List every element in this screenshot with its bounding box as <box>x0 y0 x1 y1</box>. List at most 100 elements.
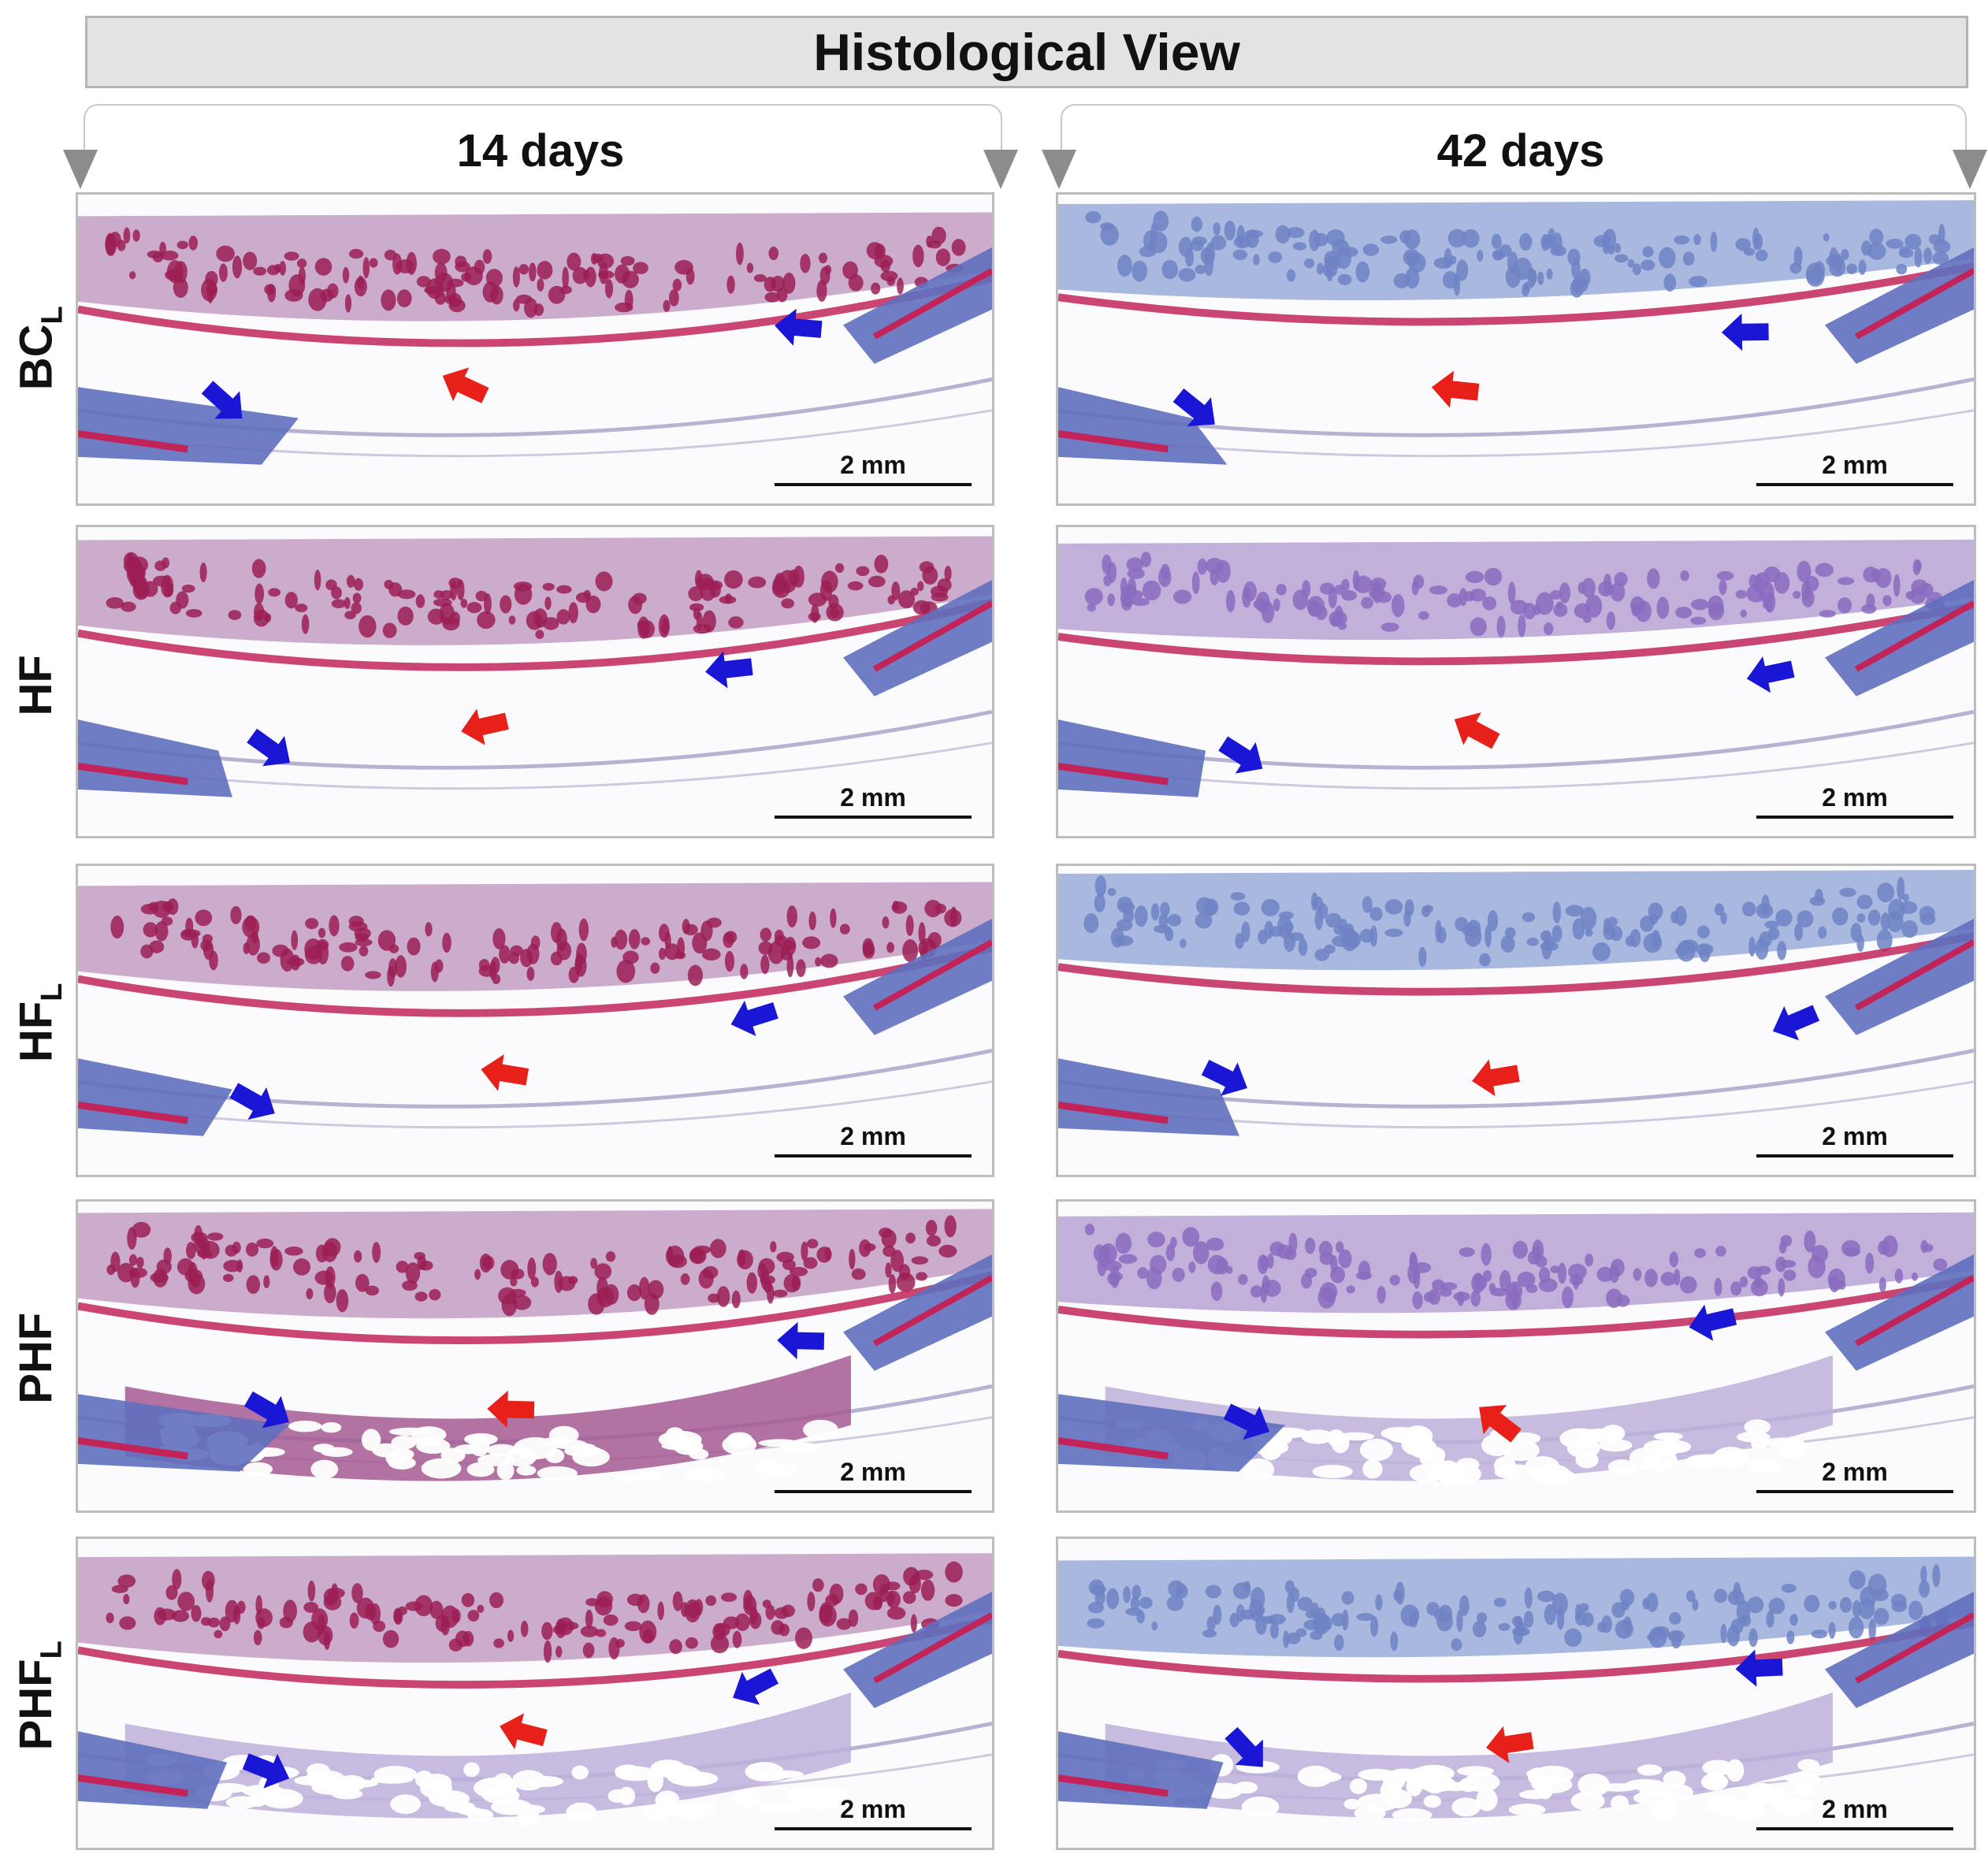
scale-bar-line <box>1756 483 1953 486</box>
blue-arrow-icon <box>229 1083 275 1120</box>
tissue-section-image <box>1058 1212 1974 1487</box>
tissue-section-image <box>78 1553 992 1826</box>
arrowhead-down-icon <box>983 150 1018 189</box>
scale-bar-line <box>775 816 972 819</box>
arrowhead-down-icon <box>1953 150 1987 189</box>
scale-bar-label: 2 mm <box>840 783 906 812</box>
tissue-section-image <box>1058 200 1974 465</box>
scale-bar: 2 mm <box>1756 1458 1953 1493</box>
scale-bar: 2 mm <box>775 1122 972 1157</box>
tissue-section-image <box>78 536 992 797</box>
scale-bar-label: 2 mm <box>1822 451 1888 479</box>
histology-panel-14d-row3: 2 mm <box>76 864 994 1177</box>
blue-arrow-icon <box>242 1753 290 1789</box>
scale-bar: 2 mm <box>775 783 972 819</box>
red-arrow-icon <box>1479 1404 1522 1443</box>
blue-arrow-icon <box>1218 736 1263 774</box>
scale-bar: 2 mm <box>1756 783 1953 819</box>
tissue-section-image <box>1058 870 1974 1136</box>
row-label-text: HF <box>10 655 62 716</box>
scale-bar-line <box>1756 1490 1953 1493</box>
histology-panel-14d-row2: 2 mm <box>76 525 994 838</box>
figure-title: Histological View <box>813 23 1240 81</box>
scale-bar-label: 2 mm <box>840 451 906 479</box>
scale-bar: 2 mm <box>775 451 972 486</box>
figure-title-banner: Histological View <box>85 16 1968 88</box>
scale-bar-label: 2 mm <box>840 1122 906 1150</box>
scale-bar: 2 mm <box>1756 1122 1953 1157</box>
red-arrow-icon <box>442 367 489 403</box>
tissue-section-image <box>78 882 992 1136</box>
scale-bar-label: 2 mm <box>1822 1795 1888 1823</box>
scale-bar-line <box>775 1154 972 1157</box>
row-label-subscript: L <box>35 983 69 1001</box>
blue-arrow-icon <box>1689 1304 1737 1341</box>
blue-arrow-icon <box>247 728 290 767</box>
arrowhead-down-icon <box>63 150 98 189</box>
blue-arrow-icon <box>1201 1059 1248 1096</box>
column-bracket-14-days <box>84 104 1002 151</box>
histology-panel-42d-row1: 2 mm <box>1056 192 1976 506</box>
histology-panel-14d-row1: 2 mm <box>76 192 994 506</box>
scale-bar-label: 2 mm <box>840 1795 906 1823</box>
row-label-text: PHF <box>10 1659 62 1751</box>
scale-bar-line <box>1756 1154 1953 1157</box>
red-arrow-icon <box>1454 712 1500 749</box>
row-label-text: HF <box>10 1001 62 1063</box>
blue-arrow-icon <box>777 1321 825 1360</box>
histology-panel-14d-row4: 2 mm <box>76 1199 994 1513</box>
blue-arrow-icon <box>1172 388 1215 426</box>
scale-bar-line <box>775 483 972 486</box>
histology-panel-42d-row2: 2 mm <box>1056 525 1976 838</box>
scale-bar-line <box>775 1490 972 1493</box>
column-bracket-42-days <box>1061 104 1967 151</box>
column-title-14-days: 14 days <box>456 125 625 176</box>
scale-bar-line <box>1756 816 1953 819</box>
blue-arrow-icon <box>1772 1005 1820 1041</box>
blue-arrow-icon <box>243 1391 289 1429</box>
column-title-42-days: 42 days <box>1436 125 1605 176</box>
tissue-section-image <box>1058 539 1974 797</box>
blue-arrow-icon <box>201 381 243 419</box>
blue-arrow-icon <box>1746 656 1795 693</box>
row-label-text: PHF <box>10 1313 62 1404</box>
red-arrow-icon <box>1431 370 1480 408</box>
red-arrow-icon <box>481 1054 530 1091</box>
row-label-bcl: BCL <box>0 191 79 506</box>
histology-panel-42d-row3: 2 mm <box>1056 864 1976 1177</box>
scale-bar-label: 2 mm <box>1822 783 1888 812</box>
row-label-subscript: L <box>35 306 69 325</box>
scale-bar: 2 mm <box>775 1458 972 1493</box>
scale-bar: 2 mm <box>775 1795 972 1830</box>
row-label-phf: PHF <box>0 1201 79 1516</box>
scale-bar-label: 2 mm <box>1822 1122 1888 1150</box>
scale-bar-label: 2 mm <box>840 1458 906 1486</box>
histology-panel-14d-row5: 2 mm <box>76 1536 994 1850</box>
row-label-phfl: PHFL <box>0 1538 79 1853</box>
blue-arrow-icon <box>775 308 823 346</box>
red-arrow-icon <box>487 1390 535 1429</box>
red-arrow-icon <box>500 1713 548 1750</box>
row-label-hfl: HFL <box>0 865 79 1180</box>
tissue-section-image <box>78 212 992 465</box>
blue-arrow-icon <box>1721 313 1769 351</box>
arrowhead-down-icon <box>1042 150 1076 189</box>
scale-bar: 2 mm <box>1756 1795 1953 1830</box>
blue-arrow-icon <box>1735 1649 1783 1687</box>
blue-arrow-icon <box>705 651 753 689</box>
red-arrow-icon <box>1485 1726 1534 1763</box>
scale-bar-line <box>1756 1827 1953 1830</box>
blue-arrow-icon <box>730 1000 778 1036</box>
histology-panel-42d-row4: 2 mm <box>1056 1199 1976 1513</box>
tissue-section-image <box>1058 1556 1974 1822</box>
tissue-section-image <box>78 1209 992 1482</box>
row-label-subscript: L <box>35 1640 69 1659</box>
scale-bar-label: 2 mm <box>1822 1458 1888 1486</box>
row-label-hf: HF <box>0 528 79 843</box>
scale-bar: 2 mm <box>1756 451 1953 486</box>
blue-arrow-icon <box>1223 1403 1270 1440</box>
red-arrow-icon <box>461 708 509 745</box>
row-label-text: BC <box>10 324 62 391</box>
blue-arrow-icon <box>733 1668 778 1705</box>
red-arrow-icon <box>1472 1059 1520 1097</box>
